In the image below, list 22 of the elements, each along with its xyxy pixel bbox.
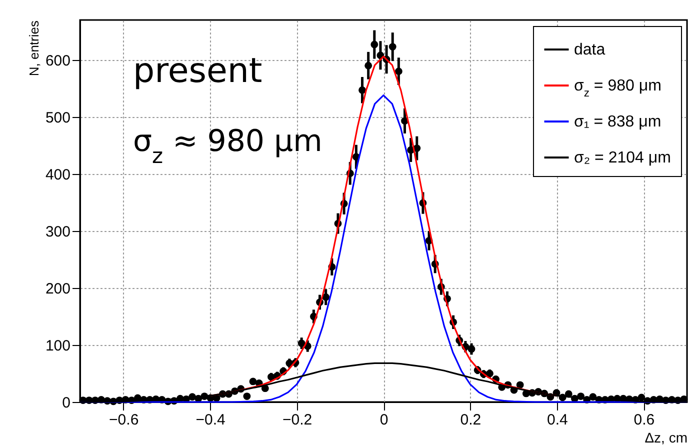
y-tick-label: 100: [45, 337, 70, 354]
x-tick-label: 0.4: [547, 412, 568, 428]
annotation: present: [133, 51, 262, 91]
annotation: σ$_{z}$ ≈ 980 μm: [133, 124, 322, 168]
y-tick-label: 300: [45, 223, 70, 240]
x-tick-label: −0.6: [109, 412, 139, 428]
x-tick-label: 0.6: [634, 412, 655, 428]
y-tick-label: 500: [45, 109, 70, 126]
legend-label: σ₁ = 838 μm: [574, 114, 662, 130]
legend-label: σ₂ = 2104 μm: [574, 150, 671, 166]
x-tick-label: 0: [380, 412, 388, 428]
legend-label: σ$_{z}$ = 980 μm: [574, 78, 662, 100]
y-tick-label: 600: [45, 52, 70, 70]
y-axis-title: N, entries: [26, 20, 42, 76]
legend-label: data: [574, 42, 606, 58]
y-tick-label: 400: [45, 166, 70, 184]
x-tick-label: −0.2: [282, 412, 312, 428]
x-tick-label: 0.2: [460, 412, 482, 428]
y-tick-label: 0: [62, 394, 70, 412]
x-axis-title: Δz, cm: [644, 430, 688, 445]
x-tick-label: −0.4: [196, 412, 226, 428]
y-tick-label: 200: [45, 280, 70, 298]
